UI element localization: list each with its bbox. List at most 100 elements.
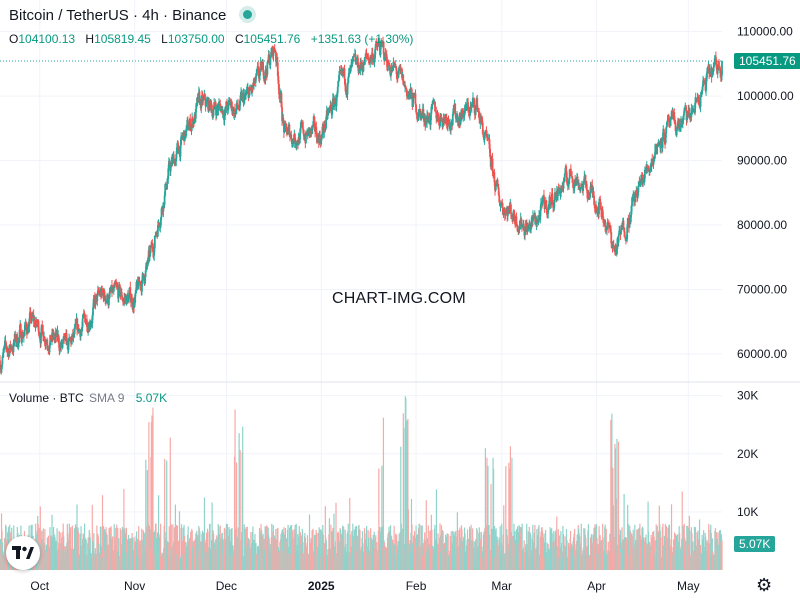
candle-body: [336, 93, 339, 98]
volume-bar: [536, 535, 539, 570]
volume-bar: [668, 524, 671, 570]
candle-body: [353, 55, 356, 57]
candle-body: [115, 284, 118, 286]
tradingview-logo-icon[interactable]: [6, 536, 40, 570]
volume-bar: [298, 525, 300, 570]
candle-body: [632, 195, 635, 202]
candle-body: [528, 224, 531, 230]
candle-body: [273, 48, 276, 50]
candle-body: [630, 205, 633, 215]
candle-body: [40, 332, 42, 344]
candle-body: [504, 213, 507, 216]
candle-body: [606, 227, 608, 231]
candle-body: [387, 62, 389, 71]
candle-body: [294, 139, 297, 144]
symbol-header[interactable]: Bitcoin / TetherUS · 4h · Binance: [9, 7, 252, 24]
volume-tick-label: 10K: [737, 505, 758, 519]
candle-body: [439, 121, 441, 126]
candle-body: [65, 333, 68, 346]
candle-body: [133, 302, 136, 308]
candle-body: [444, 117, 447, 121]
candle-body: [129, 287, 132, 299]
candle-body: [622, 220, 625, 229]
candle-body: [609, 225, 612, 233]
volume-axis[interactable]: 30K 20K 10K: [737, 389, 758, 519]
volume-label[interactable]: Volume · BTC: [9, 391, 84, 405]
volume-bar: [39, 506, 41, 570]
candle-body: [16, 334, 19, 343]
volume-bar: [660, 537, 662, 570]
volume-bar: [138, 526, 140, 570]
volume-value: 5.07K: [135, 391, 168, 405]
time-axis[interactable]: Oct Nov Dec 2025 Feb Mar Apr May: [30, 579, 699, 593]
candle-body: [84, 314, 86, 323]
candle-body: [410, 89, 413, 100]
candle-body: [588, 199, 591, 200]
candle-body: [549, 202, 552, 205]
volume-bar: [656, 526, 658, 570]
volume-bar: [619, 530, 622, 570]
candle-body: [382, 42, 384, 43]
volume-bar: [508, 462, 510, 570]
candle-body: [282, 117, 285, 121]
candle-body: [160, 208, 163, 218]
volume-bar: [368, 537, 370, 570]
candle-body: [4, 340, 7, 343]
candle-body: [716, 67, 719, 74]
candle-body: [37, 321, 40, 332]
candle-body: [347, 72, 350, 78]
volume-bar: [366, 526, 368, 570]
volume-bar: [484, 448, 487, 570]
candle-body: [101, 288, 104, 290]
candle-body: [574, 180, 577, 182]
candle-body: [524, 225, 527, 232]
candle-body: [607, 222, 610, 224]
candle-body: [275, 52, 277, 62]
volume-bar: [570, 543, 573, 570]
volume-bar: [252, 526, 254, 570]
candle-body: [307, 130, 310, 137]
candle-body: [692, 109, 695, 112]
candle-body: [629, 214, 632, 223]
volume-bar: [650, 534, 652, 570]
candle-body: [60, 341, 63, 345]
candle-body: [251, 85, 253, 92]
candle-body: [89, 325, 92, 326]
gear-icon[interactable]: ⚙: [756, 575, 773, 595]
candle-body: [694, 102, 696, 113]
candle-body: [154, 235, 157, 237]
candle-body: [454, 103, 457, 115]
candle-body: [658, 143, 661, 145]
candle-body: [47, 348, 50, 352]
candle-body: [573, 187, 575, 189]
candle-body: [665, 127, 668, 133]
candle-body: [253, 78, 256, 83]
price-axis[interactable]: 110000.00 100000.00 90000.00 80000.00 70000.…: [737, 25, 794, 361]
high-label: H: [85, 32, 95, 46]
candle-body: [269, 55, 272, 65]
candle-body: [715, 64, 718, 69]
candle-body: [517, 230, 520, 232]
volume-bar: [685, 540, 687, 570]
volume-bar: [117, 527, 119, 570]
candle-body: [215, 108, 218, 116]
candle-body: [92, 307, 94, 316]
candle-body: [262, 61, 265, 72]
candle-body: [660, 138, 663, 145]
candle-body: [73, 328, 76, 334]
candle-body: [211, 109, 214, 117]
volume-legend[interactable]: Volume · BTC SMA 9 5.07K: [9, 391, 167, 405]
candle-body: [571, 178, 574, 184]
symbol-title[interactable]: Bitcoin / TetherUS · 4h · Binance: [9, 7, 227, 24]
candle-body: [587, 193, 590, 200]
candle-body: [681, 118, 684, 125]
candle-body: [644, 169, 646, 179]
candle-body: [10, 346, 13, 350]
volume-bar: [596, 538, 598, 570]
candle-body: [403, 81, 406, 87]
candle-body: [302, 129, 305, 135]
candle-body: [70, 337, 72, 344]
volume-bar: [168, 526, 170, 570]
candle-body: [280, 92, 283, 108]
